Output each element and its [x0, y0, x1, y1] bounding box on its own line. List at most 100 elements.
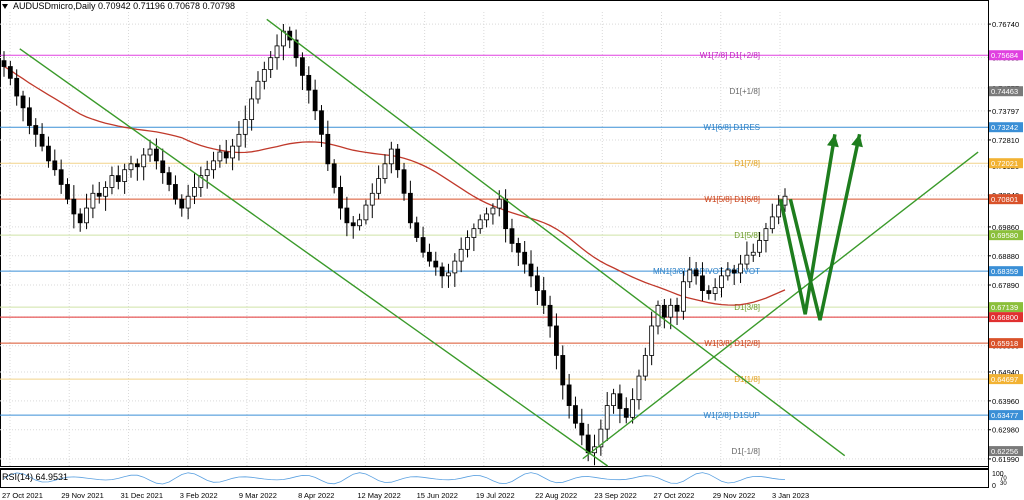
x-tick-label: 8 Apr 2022 [298, 491, 334, 500]
price-tag-box [989, 230, 1023, 241]
x-tick-label: 27 Oct 2021 [2, 491, 43, 500]
price-tag-box [989, 446, 1023, 457]
y-tick-label: 0.72810 [992, 136, 1019, 145]
x-tick-label: 27 Oct 2022 [654, 491, 695, 500]
candle-body [465, 237, 470, 250]
candle-body [319, 110, 324, 135]
candle-body [369, 192, 375, 206]
candle-body [547, 304, 553, 327]
candle-body [198, 175, 204, 188]
candle-body [274, 45, 280, 59]
channel-line-descending-lower [19, 48, 609, 467]
level-label: MN1[3/8] W1PIVOT D1PIVOT [653, 267, 760, 276]
candle-body [300, 57, 305, 76]
projection-arrow [778, 134, 837, 315]
price-tag-text: 0.69580 [991, 231, 1018, 240]
candle-body [325, 133, 331, 165]
candle-body [134, 163, 140, 168]
candle-body [763, 228, 769, 241]
candle-body [598, 428, 604, 448]
candle-body [33, 125, 39, 135]
candle-body [357, 219, 362, 227]
price-tag-text: 0.72021 [991, 159, 1018, 168]
candle-body [350, 222, 356, 227]
rsi-pane-frame [0, 469, 989, 488]
candle-body [439, 266, 445, 277]
candle-body [160, 160, 166, 174]
price-tag-box [989, 50, 1023, 61]
candle-body [211, 160, 216, 171]
x-tick-label: 9 Mar 2022 [239, 491, 277, 500]
candle-body [484, 213, 489, 221]
candle-body [611, 393, 616, 406]
candle-body [223, 151, 229, 159]
candle-body [490, 207, 496, 215]
candle-body [731, 269, 737, 274]
candle-body [693, 269, 699, 277]
candle-body [757, 240, 763, 253]
candle-body [14, 77, 20, 97]
chart-ohlc: 0.70942 0.71196 0.70678 0.70798 [98, 1, 236, 11]
candle-body [236, 133, 242, 147]
candle-body [185, 195, 191, 209]
candle-body [344, 207, 350, 224]
candle-body [242, 119, 248, 135]
candle-body [617, 393, 623, 409]
candle-body [153, 148, 159, 162]
dropdown-triangle-icon[interactable] [2, 4, 8, 10]
candle-body [249, 98, 255, 121]
candle-body [636, 375, 642, 401]
price-tag-text: 0.66800 [991, 313, 1018, 322]
candle-body [738, 263, 743, 274]
candle-body [744, 254, 750, 265]
candle-body [261, 69, 267, 82]
level-label: W1[2/8] D1SUP [704, 411, 760, 420]
candle-body [65, 184, 70, 200]
candle-body [20, 95, 26, 109]
level-label: D1[-1/8] [732, 447, 760, 456]
candle-body [579, 422, 585, 436]
price-tag-text: 0.67139 [991, 303, 1018, 312]
candle-body [471, 228, 477, 238]
candle-body [719, 275, 724, 289]
chart-header: AUDUSDmicro,Daily 0.70942 0.71196 0.7067… [2, 1, 235, 11]
candle-body [541, 290, 547, 306]
candle-body [26, 107, 32, 126]
candle-body [331, 163, 337, 188]
candle-body [782, 195, 788, 206]
candle-body [122, 169, 128, 182]
candle-body [230, 145, 235, 159]
candle-body [141, 154, 147, 168]
price-tag-box [989, 266, 1023, 277]
candle-body [338, 187, 343, 209]
price-tag-box [989, 194, 1023, 205]
x-tick-label: 3 Feb 2022 [180, 491, 218, 500]
level-label: D1[3/8] [734, 303, 760, 312]
candle-body [573, 405, 578, 424]
candle-body [96, 192, 102, 197]
candle-body [376, 178, 382, 194]
price-tag-text: 0.68359 [991, 267, 1018, 276]
level-label: W1[6/8] D1RES [704, 123, 760, 132]
candle-body [77, 213, 83, 224]
y-tick-label: 0.62980 [992, 426, 1019, 435]
candle-body [90, 192, 96, 209]
candle-body [128, 163, 134, 171]
level-label: D1[1/8] [734, 375, 760, 384]
candle-body [515, 243, 521, 253]
candle-body [204, 169, 210, 177]
candle-body [414, 222, 420, 238]
candle-body [528, 263, 534, 277]
candle-body [293, 39, 299, 59]
price-tag-text: 0.63477 [991, 411, 1018, 420]
price-tag-box [989, 158, 1023, 169]
chart-symbol: AUDUSDmicro,Daily [13, 1, 96, 11]
rsi-level-70: 70 [1000, 476, 1007, 482]
price-tag-text: 0.65918 [991, 339, 1018, 348]
price-tag-text: 0.75684 [991, 51, 1018, 60]
candle-body [382, 163, 388, 179]
candle-body [1, 60, 7, 67]
candle-body [395, 148, 401, 171]
